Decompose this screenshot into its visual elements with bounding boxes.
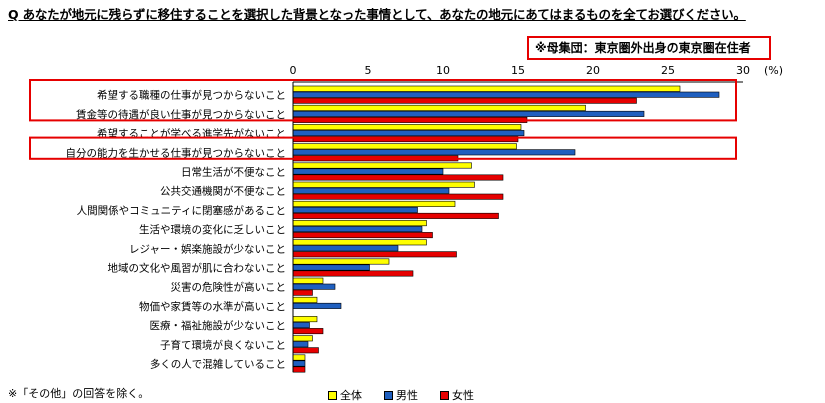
category-label: レジャー・娯楽施設が少ないこと: [129, 242, 286, 255]
bar-all: [292, 316, 318, 323]
bar-all: [292, 258, 390, 265]
legend-label: 女性: [452, 389, 474, 402]
bar-female: [292, 212, 499, 219]
bar-male: [292, 168, 444, 175]
category-label: 医療・福祉施設が少ないこと: [150, 319, 287, 332]
bar-all: [292, 104, 586, 111]
legend-item: 女性: [440, 387, 474, 403]
footnote: ※「その他」の回答を除く。: [8, 387, 150, 400]
bars: [292, 85, 720, 373]
bar-male: [292, 264, 370, 271]
bar-male: [292, 341, 309, 348]
unit-label: (%): [764, 64, 783, 77]
category-label: 物価や家賃等の水準が高いこと: [139, 300, 286, 313]
category-label: 多くの人で混雑していること: [150, 358, 286, 371]
bar-male: [292, 110, 645, 117]
bar-all: [292, 85, 681, 92]
category-label: 公共交通機関が不便なこと: [160, 185, 286, 198]
legend-swatch: [440, 390, 449, 400]
x-tick-label: 15: [511, 64, 525, 77]
legend-label: 全体: [340, 389, 362, 402]
bar-all: [292, 200, 456, 207]
bar-chart: 0 5 10 15 20 25 30 (%) 希望する職種の仕事が見つからないこと賃金等の待…: [29, 64, 783, 373]
bar-all: [292, 181, 475, 188]
bar-female: [292, 193, 504, 200]
x-tick-label: 10: [436, 64, 450, 77]
category-label: 日常生活が不便なこと: [181, 166, 286, 179]
highlight-boxes: [29, 79, 737, 160]
bar-male: [292, 283, 336, 290]
legend-swatch: [328, 390, 337, 400]
bar-male: [292, 130, 525, 137]
bar-all: [292, 143, 517, 150]
category-labels: 希望する職種の仕事が見つからないこと賃金等の待遇が良い仕事が見つからないこと希望…: [66, 89, 287, 371]
category-label: 希望する職種の仕事が見つからないこと: [97, 89, 286, 102]
x-tick-label: 5: [365, 64, 372, 77]
highlight-box: [29, 79, 737, 122]
bar-female: [292, 270, 414, 277]
bar-male: [292, 149, 576, 156]
question-title: Q あなたが地元に残らずに移住することを選択した背景となった事情として、あなたの…: [8, 7, 746, 22]
x-tick-label: 30: [736, 64, 750, 77]
bar-female: [292, 232, 433, 239]
category-label: 自分の能力を生かせる仕事が見つからないこと: [66, 146, 287, 159]
x-tick-label: 0: [290, 64, 297, 77]
legend-item: 全体: [328, 387, 362, 403]
bar-all: [292, 296, 318, 303]
bar-all: [292, 220, 427, 227]
category-label: 地域の文化や風習が肌に合わないこと: [108, 262, 287, 275]
category-label: 災害の危険性が高いこと: [171, 281, 287, 294]
bar-all: [292, 335, 313, 342]
x-tick-labels: 0 5 10 15 20 25 30: [290, 64, 751, 77]
population-note: ※母集団：東京圏外出身の東京圏在住者: [527, 36, 771, 60]
legend: 全体 男性 女性: [328, 387, 474, 403]
highlight-box: [29, 136, 737, 160]
x-tick-label: 20: [586, 64, 600, 77]
legend-label: 男性: [396, 389, 418, 402]
bar-male: [292, 226, 423, 233]
x-tick-label: 25: [661, 64, 675, 77]
bar-male: [292, 322, 310, 329]
bar-female: [292, 174, 504, 181]
bar-all: [292, 124, 522, 131]
bar-female: [292, 347, 319, 354]
bar-male: [292, 245, 399, 252]
bar-male: [292, 91, 720, 98]
category-label: 生活や環境の変化に乏しいこと: [139, 223, 286, 236]
bar-all: [292, 162, 472, 169]
bar-all: [292, 239, 427, 246]
bar-female: [292, 97, 637, 104]
bar-female: [292, 289, 313, 296]
bar-male: [292, 360, 306, 367]
bar-male: [292, 206, 418, 213]
bar-all: [292, 277, 324, 284]
bar-male: [292, 187, 450, 194]
bar-female: [292, 366, 306, 373]
category-label: 子育て環境が良くないこと: [160, 338, 286, 351]
category-label: 賃金等の待遇が良い仕事が見つからないこと: [76, 108, 286, 121]
legend-swatch: [384, 390, 393, 400]
bar-male: [292, 302, 342, 309]
bar-female: [292, 251, 457, 258]
category-label: 人間関係やコミュニティに閉塞感があること: [77, 204, 286, 217]
bar-all: [292, 354, 306, 361]
bar-female: [292, 328, 324, 335]
legend-item: 男性: [384, 387, 418, 403]
